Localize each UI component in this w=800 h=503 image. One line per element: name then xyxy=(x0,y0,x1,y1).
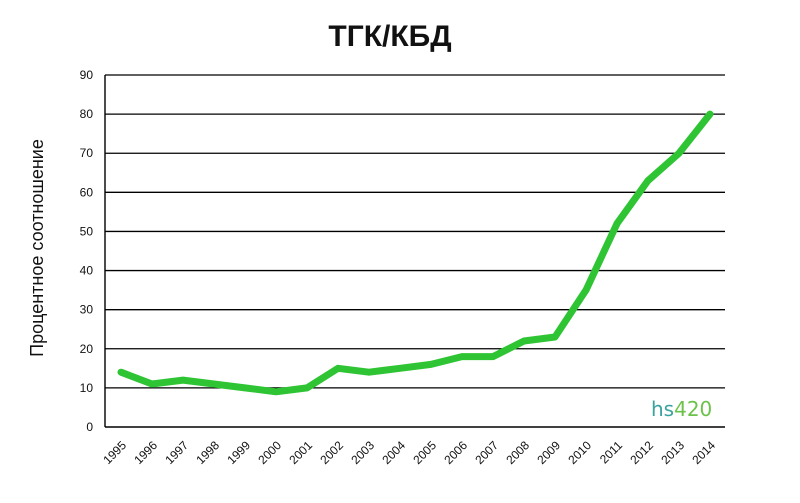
x-tick-2005: 2005 xyxy=(410,438,439,467)
data-point-2009 xyxy=(551,333,559,341)
y-tick-70: 70 xyxy=(80,146,94,160)
y-tick-90: 90 xyxy=(80,68,94,82)
x-tick-2003: 2003 xyxy=(348,438,377,467)
data-point-2014 xyxy=(706,110,714,118)
data-point-1997 xyxy=(179,376,187,384)
y-tick-60: 60 xyxy=(80,185,94,199)
watermark-part2: 420 xyxy=(674,397,712,421)
x-tick-1996: 1996 xyxy=(131,438,160,467)
data-point-2010 xyxy=(582,286,590,294)
y-tick-80: 80 xyxy=(80,107,94,121)
series-line-0 xyxy=(117,110,714,396)
data-point-2000 xyxy=(272,388,280,395)
x-tick-1997: 1997 xyxy=(162,438,191,467)
y-tick-50: 50 xyxy=(80,224,94,238)
y-axis-label: Процентное соотношение xyxy=(27,139,47,357)
data-point-1998 xyxy=(210,380,218,388)
x-tick-2014: 2014 xyxy=(689,438,718,467)
y-tick-0: 0 xyxy=(86,420,93,434)
watermark-part1: hs xyxy=(651,397,674,421)
x-tick-2000: 2000 xyxy=(255,438,284,467)
series-layer xyxy=(117,110,714,396)
chart-title: ТГК/КБД xyxy=(328,20,451,53)
data-point-2008 xyxy=(520,337,528,345)
data-point-2003 xyxy=(365,369,373,376)
data-point-1999 xyxy=(241,384,249,392)
watermark-logo: hs420 xyxy=(651,397,712,421)
grid-lines xyxy=(104,74,725,428)
data-point-2011 xyxy=(613,220,621,227)
y-tick-30: 30 xyxy=(80,303,94,317)
x-tick-labels: 1995 1996 1997 1998 1999 2000 2001 2002 2003 2004… xyxy=(100,438,718,467)
x-tick-2009: 2009 xyxy=(534,438,563,467)
x-tick-2010: 2010 xyxy=(565,438,594,467)
x-tick-2001: 2001 xyxy=(286,438,315,467)
data-point-1996 xyxy=(148,380,156,388)
x-tick-2007: 2007 xyxy=(472,438,501,467)
y-tick-10: 10 xyxy=(80,381,94,395)
data-point-2007 xyxy=(489,353,497,360)
y-tick-labels: 0 10 20 30 40 50 60 70 80 90 xyxy=(80,68,94,434)
data-point-2005 xyxy=(427,361,435,368)
x-tick-2012: 2012 xyxy=(627,438,656,467)
x-tick-2006: 2006 xyxy=(441,438,470,467)
x-tick-2013: 2013 xyxy=(658,438,687,467)
x-tick-2008: 2008 xyxy=(503,438,532,467)
x-tick-2002: 2002 xyxy=(317,438,346,467)
y-tick-20: 20 xyxy=(80,342,94,356)
data-point-1995 xyxy=(117,369,125,376)
x-tick-2004: 2004 xyxy=(379,438,408,467)
y-tick-40: 40 xyxy=(80,264,94,278)
x-tick-2011: 2011 xyxy=(597,438,625,466)
data-point-2013 xyxy=(675,150,683,157)
data-point-2001 xyxy=(303,384,311,392)
data-point-2002 xyxy=(334,365,342,372)
x-tick-1995: 1995 xyxy=(100,438,129,467)
x-tick-1999: 1999 xyxy=(224,438,253,467)
data-point-2004 xyxy=(396,365,404,372)
data-point-2006 xyxy=(458,353,466,360)
x-tick-1998: 1998 xyxy=(193,438,222,467)
data-point-2012 xyxy=(644,177,652,184)
